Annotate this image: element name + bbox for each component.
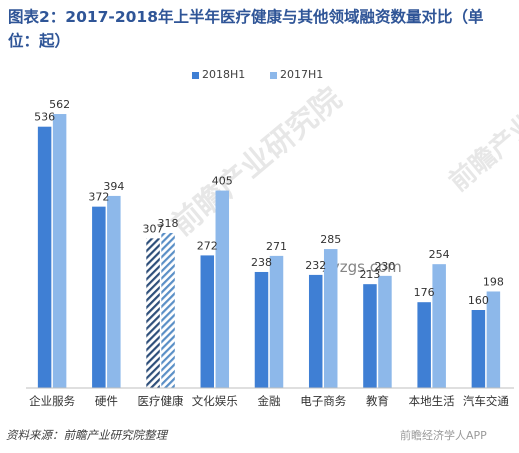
bar-2018H1-医疗健康 (146, 238, 160, 388)
category-label-电子商务: 电子商务 (300, 394, 346, 408)
category-label-企业服务: 企业服务 (29, 394, 75, 408)
data-label-2017H1-企业服务: 562 (49, 98, 70, 111)
bar-2017H1-文化娱乐 (215, 190, 230, 388)
data-label-2017H1-本地生活: 254 (429, 248, 450, 261)
bar-2018H1-文化娱乐 (200, 255, 215, 388)
data-label-2018H1-文化娱乐: 272 (197, 239, 218, 252)
bar-2017H1-硬件 (107, 195, 121, 388)
data-label-2018H1-企业服务: 536 (34, 111, 55, 124)
bar-2018H1-教育 (363, 284, 377, 388)
data-label-2018H1-医疗健康: 307 (143, 222, 164, 235)
data-label-2017H1-金融: 271 (266, 240, 287, 253)
bar-2017H1-汽车交通 (486, 291, 501, 388)
data-label-2018H1-教育: 213 (359, 268, 380, 281)
bar-2017H1-医疗健康 (161, 232, 175, 388)
bar-2018H1-本地生活 (417, 302, 431, 388)
bar-2018H1-企业服务 (37, 126, 52, 388)
category-label-本地生活: 本地生活 (409, 394, 455, 408)
legend-swatch-2017 (270, 72, 277, 79)
bar-2018H1-硬件 (92, 206, 106, 388)
data-label-2018H1-电子商务: 232 (305, 259, 326, 272)
legend-label-2017: 2017H1 (280, 68, 324, 81)
data-label-2017H1-电子商务: 285 (320, 233, 341, 246)
bar-2018H1-电子商务 (308, 274, 323, 388)
source-note: 资料来源：前瞻产业研究院整理 (6, 428, 167, 442)
data-label-2017H1-汽车交通: 198 (483, 275, 504, 288)
category-label-汽车交通: 汽车交通 (463, 394, 509, 408)
data-label-2018H1-本地生活: 176 (414, 286, 435, 299)
data-label-2017H1-医疗健康: 318 (158, 217, 179, 230)
data-label-2018H1-金融: 238 (251, 256, 272, 269)
chart-title: 图表2：2017-2018年上半年医疗健康与其他领域融资数量对比（单位：起） (8, 8, 484, 50)
category-label-金融: 金融 (258, 394, 281, 408)
bar-2018H1-汽车交通 (471, 310, 486, 388)
data-label-2017H1-硬件: 394 (103, 180, 124, 193)
watermark-site: xyzgs.com (322, 258, 402, 276)
category-label-文化娱乐: 文化娱乐 (192, 394, 238, 408)
data-label-2018H1-汽车交通: 160 (468, 294, 489, 307)
bar-2017H1-电子商务 (323, 249, 338, 388)
category-label-硬件: 硬件 (95, 394, 118, 408)
bar-2017H1-本地生活 (432, 264, 446, 388)
category-label-医疗健康: 医疗健康 (138, 394, 184, 408)
bar-2017H1-企业服务 (52, 114, 67, 389)
bar-2018H1-金融 (254, 271, 269, 388)
legend-swatch-2018 (192, 72, 199, 79)
legend-label-2018: 2018H1 (202, 68, 246, 81)
data-label-2017H1-教育: 230 (374, 260, 395, 273)
data-label-2018H1-硬件: 372 (88, 191, 109, 204)
bar-2017H1-金融 (269, 255, 284, 388)
category-label-教育: 教育 (366, 394, 389, 408)
brand-mark: 前瞻经济学人APP (400, 429, 487, 442)
data-label-2017H1-文化娱乐: 405 (212, 175, 233, 188)
legend: 2018H1 2017H1 (0, 68, 519, 84)
bar-2017H1-教育 (378, 275, 392, 388)
